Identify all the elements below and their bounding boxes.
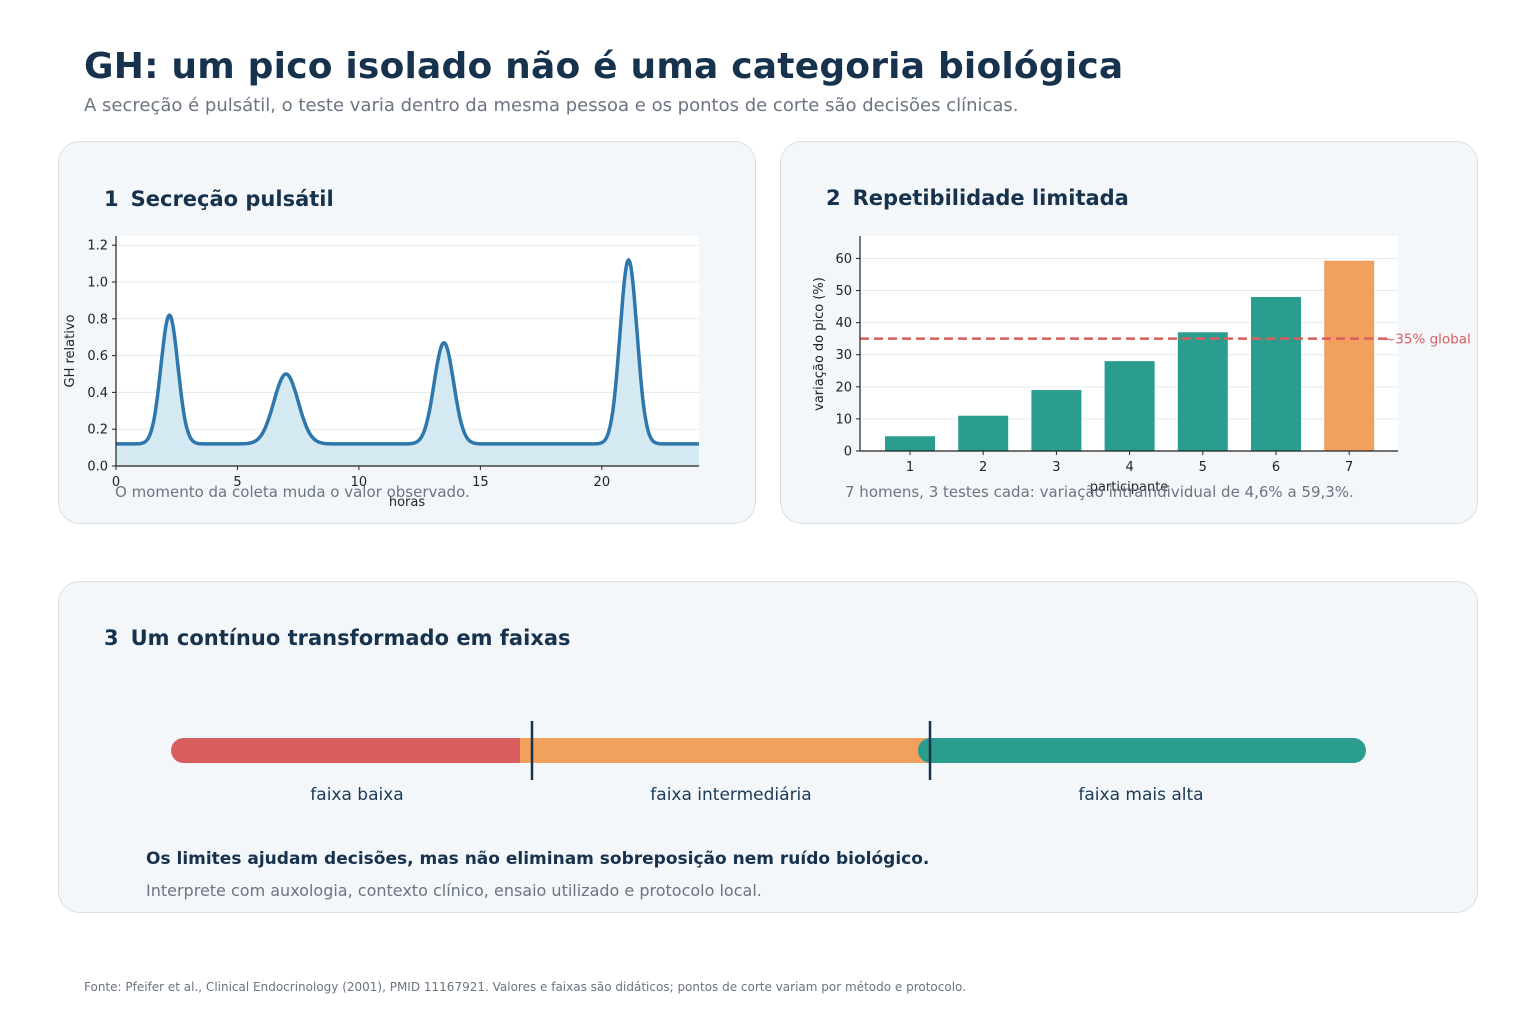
y-tick-label: 1.0: [87, 276, 108, 291]
y-tick-label: 10: [835, 412, 852, 427]
y-tick-label: 60: [835, 252, 852, 267]
reference-line-label: ~35% global: [1384, 332, 1471, 348]
band-label-high: faixa mais alta: [1078, 785, 1204, 805]
y-tick-label: 40: [835, 316, 852, 331]
band-high: [918, 738, 1366, 763]
panel3-note: Os limites ajudam decisões, mas não elim…: [146, 849, 930, 869]
y-tick-label: 0.0: [87, 460, 108, 475]
page-subtitle: A secreção é pulsátil, o teste varia den…: [84, 95, 1019, 116]
panel1-caption: O momento da coleta muda o valor observa…: [115, 483, 470, 501]
panel1-title: 1 Secreção pulsátil: [104, 187, 334, 211]
y-tick-label: 30: [835, 348, 852, 363]
x-tick-label: 5: [233, 475, 241, 490]
y-tick-label: 50: [835, 284, 852, 299]
bar-participant-3: [1031, 390, 1082, 451]
panel3-subnote: Interprete com auxologia, contexto clíni…: [146, 881, 762, 900]
panel3-title-text: Um contínuo transformado em faixas: [130, 626, 571, 650]
x-tick-label: 7: [1345, 460, 1353, 475]
x-tick-label: 4: [1125, 460, 1133, 475]
x-tick-label: 3: [1052, 460, 1060, 475]
x-axis-label: participante: [1090, 480, 1169, 495]
series-line: [115, 258, 700, 446]
area-fill: [116, 259, 699, 466]
y-tick-label: 0: [844, 445, 852, 460]
bar-participant-1: [885, 436, 935, 451]
y-tick-label: 0.2: [87, 423, 108, 438]
band-intermediate: [520, 738, 930, 763]
panel2-title-text: Repetibilidade limitada: [852, 186, 1129, 210]
y-tick-label: 20: [835, 380, 852, 395]
bar-participant-2: [958, 415, 1009, 451]
x-tick-label: 15: [472, 475, 489, 490]
x-tick-label: 20: [594, 475, 611, 490]
bar-participant-6: [1251, 296, 1301, 451]
panel1-title-text: Secreção pulsátil: [130, 187, 334, 211]
plot-area: [116, 236, 699, 466]
x-tick-label: 6: [1272, 460, 1280, 475]
x-axis-label: horas: [389, 495, 426, 510]
panel2-caption: 7 homens, 3 testes cada: variação intrai…: [845, 483, 1354, 501]
page-title: GH: um pico isolado não é uma categoria …: [84, 46, 1124, 87]
x-tick-label: 0: [112, 475, 120, 490]
band-label-intermediate: faixa intermediária: [650, 785, 812, 805]
y-tick-label: 0.4: [87, 386, 108, 401]
source-footnote: Fonte: Pfeifer et al., Clinical Endocrin…: [84, 980, 966, 994]
bar-participant-5: [1177, 332, 1228, 451]
panel3-title: 3 Um contínuo transformado em faixas: [104, 626, 571, 650]
bar-participant-7: [1324, 260, 1375, 451]
panel3-number: 3: [104, 626, 119, 650]
y-tick-label: 0.6: [87, 349, 108, 364]
bar-participant-4: [1104, 361, 1155, 451]
panel1-number: 1: [104, 187, 119, 211]
y-axis-label: variação do pico (%): [812, 277, 827, 411]
band-label-low: faixa baixa: [310, 785, 404, 805]
x-tick-label: 5: [1199, 460, 1207, 475]
band-low: [171, 738, 531, 763]
x-tick-label: 10: [351, 475, 368, 490]
panel2-title: 2 Repetibilidade limitada: [826, 186, 1129, 210]
panel2-number: 2: [826, 186, 841, 210]
x-tick-label: 1: [906, 460, 914, 475]
x-tick-label: 2: [979, 460, 987, 475]
y-tick-label: 1.2: [87, 239, 108, 254]
y-axis-label: GH relativo: [63, 314, 78, 387]
y-tick-label: 0.8: [87, 312, 108, 327]
